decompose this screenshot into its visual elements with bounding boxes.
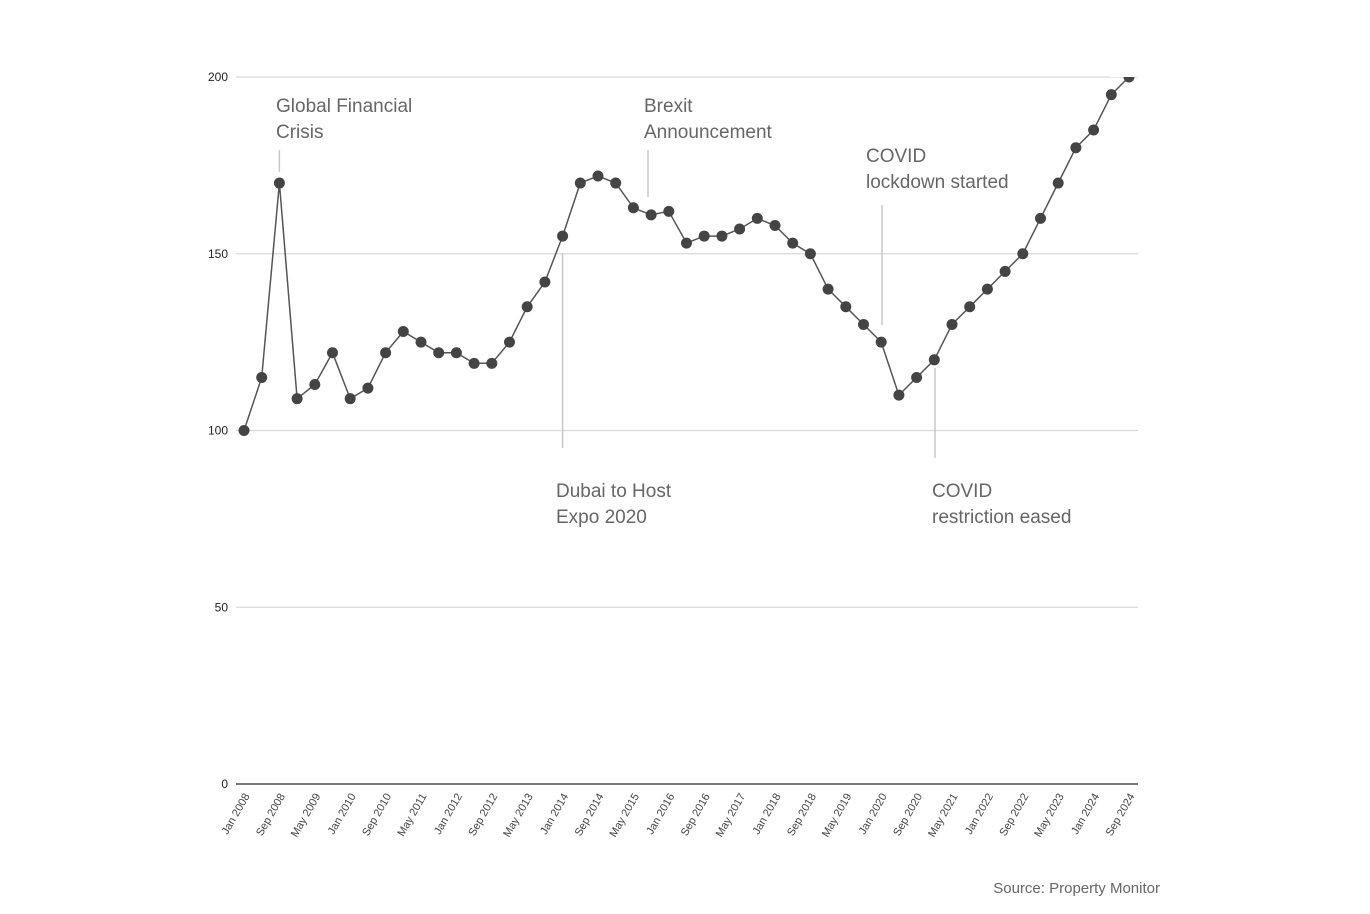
data-point	[238, 425, 250, 436]
x-axis: Jan 2008 Sep 2008 May 2009 Jan 2010 Sep 2010…	[220, 792, 1138, 840]
data-point	[875, 336, 887, 348]
data-point	[804, 248, 816, 260]
data-point	[521, 301, 533, 313]
y-axis: 0 50 100 150 200	[208, 70, 1138, 791]
x-tick-label: Sep 2022	[997, 792, 1031, 839]
data-point	[344, 393, 356, 405]
x-tick-label: May 2017	[714, 792, 749, 840]
data-point	[928, 354, 940, 366]
annotation-leader-lines	[278, 150, 936, 458]
data-point	[273, 177, 285, 189]
data-point	[397, 326, 409, 338]
data-point	[291, 393, 303, 405]
annotation-label: Brexit	[644, 96, 693, 117]
data-point	[1035, 212, 1046, 224]
x-tick-label: May 2013	[501, 792, 536, 840]
annotation-label: restriction eased	[932, 507, 1071, 528]
data-point	[415, 336, 427, 348]
data-point	[610, 177, 622, 189]
data-point	[504, 336, 515, 348]
data-point	[822, 283, 834, 295]
x-tick-label: Sep 2020	[891, 792, 925, 839]
data-point	[645, 209, 657, 221]
data-point	[362, 382, 374, 394]
y-tick-label: 0	[221, 777, 228, 791]
y-tick-label: 150	[208, 247, 228, 261]
data-point	[751, 212, 763, 224]
x-tick-label: Sep 2014	[573, 792, 607, 839]
x-tick-label: Sep 2012	[466, 792, 500, 839]
data-point	[893, 389, 905, 401]
annotation-label: Announcement	[644, 122, 773, 143]
source-note: Source: Property Monitor	[993, 880, 1160, 897]
data-point	[911, 371, 923, 383]
data-point	[1017, 248, 1029, 260]
data-point	[663, 205, 675, 217]
annotation-label: Dubai to Host	[556, 481, 672, 502]
data-point	[468, 357, 480, 369]
data-point	[840, 301, 852, 313]
data-point	[539, 276, 551, 288]
x-tick-label: Sep 2024	[1104, 792, 1138, 839]
data-point	[450, 347, 462, 359]
x-tick-label: Jan 2016	[644, 792, 677, 837]
data-point	[946, 318, 958, 330]
x-tick-label: Jan 2018	[751, 792, 784, 837]
x-tick-label: Jan 2022	[963, 792, 996, 837]
x-tick-label: Jan 2012	[432, 792, 465, 837]
x-tick-label: Sep 2008	[254, 792, 288, 839]
data-point	[716, 230, 728, 242]
annotations: Global Financial Crisis Dubai to Host Expo …	[276, 96, 1071, 528]
x-tick-label: Sep 2010	[360, 792, 394, 839]
data-point	[1088, 124, 1100, 136]
x-tick-label: May 2015	[607, 792, 642, 840]
x-tick-label: Jan 2008	[220, 792, 253, 837]
data-point	[380, 347, 392, 359]
data-point	[592, 170, 604, 182]
annotation-label: Expo 2020	[556, 507, 647, 528]
x-tick-label: May 2021	[926, 792, 961, 840]
y-tick-label: 200	[208, 70, 228, 84]
x-tick-label: Jan 2014	[538, 792, 571, 837]
data-point	[698, 230, 710, 242]
annotation-label: COVID	[866, 146, 926, 167]
x-tick-label: Jan 2010	[326, 792, 359, 837]
x-tick-label: May 2011	[395, 792, 429, 839]
data-point	[1052, 177, 1064, 189]
y-tick-label: 50	[215, 600, 229, 614]
x-tick-label: Sep 2016	[679, 792, 713, 839]
data-point	[769, 219, 781, 231]
data-point	[627, 202, 639, 214]
x-tick-label: Sep 2018	[785, 792, 819, 839]
data-point	[1070, 142, 1082, 154]
annotation-label: Global Financial	[276, 96, 412, 117]
annotation-label: Crisis	[276, 122, 324, 143]
y-tick-label: 100	[208, 424, 228, 438]
data-point	[309, 379, 321, 391]
annotation-label: COVID	[932, 481, 992, 502]
x-tick-label: May 2019	[820, 792, 855, 840]
x-tick-label: May 2023	[1032, 792, 1067, 840]
annotation-label: lockdown started	[866, 172, 1009, 193]
data-point	[486, 357, 498, 369]
data-point	[574, 177, 586, 189]
data-point	[787, 237, 799, 249]
x-tick-label: Jan 2020	[857, 792, 890, 837]
data-point	[327, 347, 338, 359]
data-point	[964, 301, 976, 313]
data-point	[557, 230, 569, 242]
data-point	[999, 265, 1011, 277]
data-point	[681, 237, 692, 249]
data-point	[858, 318, 869, 330]
x-tick-label: Jan 2024	[1069, 792, 1102, 837]
data-point	[433, 347, 445, 359]
gridlines	[236, 76, 1138, 608]
data-series	[238, 60, 1150, 436]
data-point	[981, 283, 993, 295]
x-tick-label: May 2009	[289, 792, 324, 840]
data-point	[1105, 89, 1117, 101]
data-point	[256, 371, 268, 383]
data-point	[734, 223, 746, 235]
